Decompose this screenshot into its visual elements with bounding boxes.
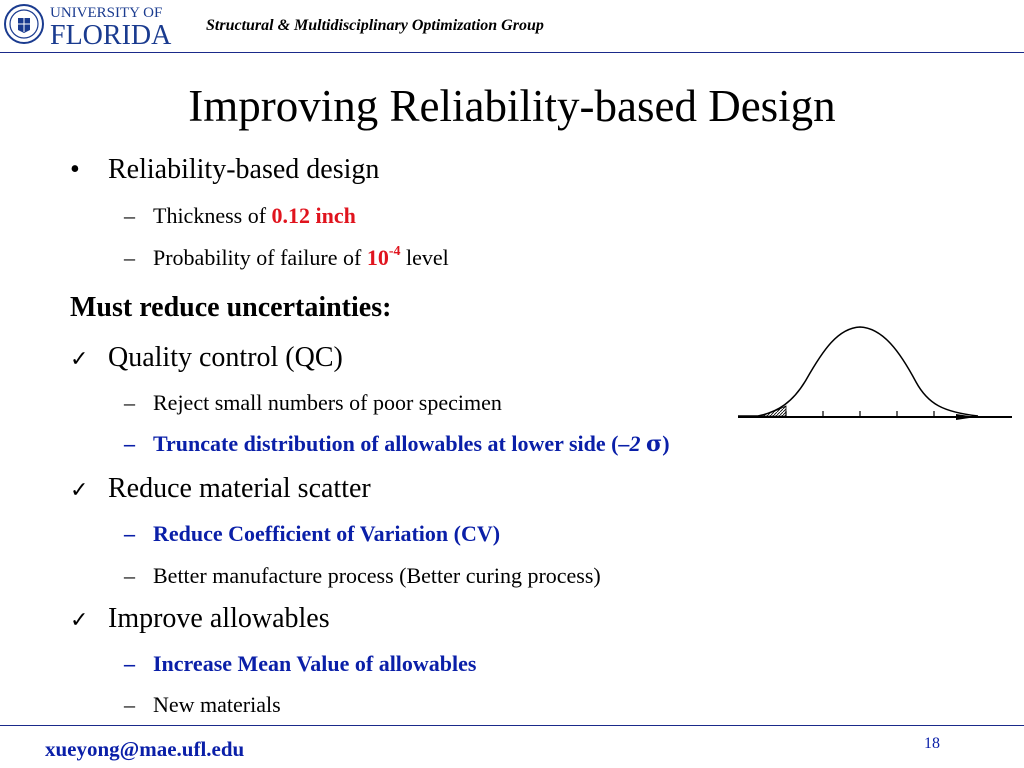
bullet-reliability-based-design: • Reliability-based design: [70, 154, 380, 185]
sub-bullet-new-materials: – New materials: [124, 692, 281, 717]
sigma-symbol: σ: [645, 431, 663, 457]
bell-curve: [738, 326, 979, 417]
header-divider: [0, 52, 1024, 53]
page-number: 18: [924, 735, 940, 752]
sub-bullet-better-manufacture: – Better manufacture process (Better curi…: [124, 563, 601, 588]
check-item-improve-allowables: ✓ Improve allowables: [70, 603, 330, 634]
checkmark-icon: ✓: [70, 608, 89, 633]
check-item-reduce-scatter: ✓ Reduce material scatter: [70, 473, 371, 504]
checkmark-icon: ✓: [70, 478, 89, 503]
sub-bullet-increase-mean: – Increase Mean Value of allowables: [124, 651, 477, 676]
slide-title: Improving Reliability-based Design: [188, 81, 836, 131]
university-of-florida-logo: UNIVERSITY OF FLORIDA: [4, 2, 174, 51]
group-name: Structural & Multidisciplinary Optimizat…: [206, 17, 544, 34]
axis-ticks: [785, 411, 935, 417]
normal-distribution-figure: [738, 322, 1014, 422]
checkmark-icon: ✓: [70, 347, 89, 372]
sub-bullet-probability-of-failure: – Probability of failure of 10-4 level: [124, 244, 449, 271]
sub-bullet-thickness: – Thickness of 0.12 inch: [124, 203, 356, 228]
thickness-value: 0.12 inch: [271, 203, 356, 228]
sub-bullet-reject-specimen: – Reject small numbers of poor specimen: [124, 390, 502, 415]
sub-bullet-reduce-cv: – Reduce Coefficient of Variation (CV): [124, 521, 501, 546]
logo-line-2: FLORIDA: [50, 20, 172, 48]
sub-bullet-truncate-distribution: – Truncate distribution of allowables at …: [124, 431, 670, 457]
check-item-quality-control: ✓ Quality control (QC): [70, 342, 343, 373]
bullet-dot: •: [70, 154, 80, 185]
axis-arrow: [956, 414, 976, 420]
logo-line-1: UNIVERSITY OF: [50, 5, 162, 21]
footer-email: xueyong@mae.ufl.edu: [45, 737, 245, 761]
probability-value: 10-4: [366, 244, 401, 271]
footer-divider: [0, 725, 1024, 726]
section-heading: Must reduce uncertainties:: [70, 292, 392, 323]
